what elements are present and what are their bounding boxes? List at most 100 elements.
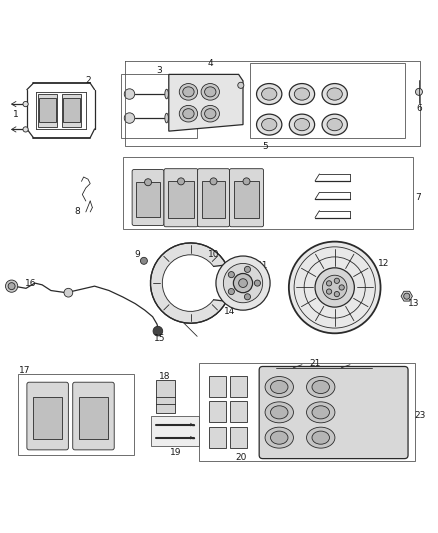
Text: 15: 15 (154, 334, 166, 343)
Ellipse shape (179, 84, 198, 100)
Ellipse shape (261, 88, 277, 100)
Ellipse shape (257, 84, 282, 104)
Ellipse shape (307, 402, 335, 423)
Text: 8: 8 (74, 207, 80, 216)
FancyBboxPatch shape (27, 382, 68, 450)
Ellipse shape (289, 114, 314, 135)
Circle shape (322, 275, 347, 300)
Ellipse shape (165, 89, 168, 99)
Bar (79, 398, 108, 439)
Bar (234, 181, 259, 219)
Text: 6: 6 (416, 104, 422, 113)
Circle shape (23, 101, 28, 107)
Text: 9: 9 (134, 250, 140, 259)
Ellipse shape (307, 376, 335, 398)
Ellipse shape (176, 113, 180, 123)
Text: 13: 13 (407, 299, 419, 308)
Polygon shape (151, 243, 226, 323)
Bar (199, 362, 416, 461)
Circle shape (228, 272, 234, 278)
Ellipse shape (322, 84, 347, 104)
Circle shape (23, 127, 28, 132)
FancyBboxPatch shape (230, 169, 264, 227)
Circle shape (244, 294, 251, 300)
Ellipse shape (271, 381, 288, 393)
Ellipse shape (265, 402, 293, 423)
FancyBboxPatch shape (73, 382, 114, 450)
Bar (123, 157, 413, 229)
Circle shape (141, 257, 148, 264)
FancyBboxPatch shape (164, 169, 198, 227)
Circle shape (334, 292, 339, 297)
Text: 23: 23 (414, 411, 426, 421)
Bar (209, 401, 226, 422)
Bar (230, 401, 247, 422)
Bar (62, 94, 81, 127)
Bar (137, 182, 159, 217)
Circle shape (326, 289, 332, 294)
Circle shape (238, 82, 244, 88)
Circle shape (223, 263, 263, 303)
Ellipse shape (271, 431, 288, 444)
Text: 1: 1 (13, 110, 19, 119)
Ellipse shape (327, 88, 343, 100)
Bar (63, 99, 80, 123)
Polygon shape (169, 75, 243, 131)
Circle shape (145, 179, 152, 185)
Text: 5: 5 (262, 142, 268, 151)
Circle shape (239, 279, 247, 287)
Ellipse shape (183, 87, 194, 97)
Circle shape (64, 288, 73, 297)
Ellipse shape (271, 406, 288, 419)
Text: 16: 16 (25, 279, 36, 288)
Bar (168, 181, 194, 219)
Circle shape (6, 280, 18, 292)
Bar (250, 63, 405, 138)
Circle shape (289, 241, 381, 333)
Bar (121, 75, 197, 138)
Ellipse shape (170, 113, 174, 123)
Ellipse shape (205, 109, 216, 119)
Circle shape (177, 178, 184, 185)
Text: 2: 2 (85, 76, 91, 85)
Bar (202, 181, 225, 219)
Ellipse shape (201, 106, 219, 122)
Circle shape (210, 178, 217, 185)
Ellipse shape (265, 427, 293, 448)
Text: 19: 19 (170, 448, 181, 457)
Circle shape (243, 178, 250, 185)
Text: 12: 12 (378, 259, 390, 268)
Circle shape (334, 278, 339, 284)
Ellipse shape (307, 427, 335, 448)
Circle shape (189, 114, 197, 122)
Circle shape (233, 273, 253, 293)
Bar (209, 376, 226, 397)
Ellipse shape (165, 113, 168, 123)
Circle shape (416, 88, 423, 95)
Ellipse shape (322, 114, 347, 135)
Circle shape (153, 326, 162, 336)
Ellipse shape (312, 381, 329, 393)
Text: 18: 18 (159, 372, 170, 381)
Text: 10: 10 (208, 250, 219, 259)
Ellipse shape (183, 109, 194, 119)
Circle shape (124, 113, 135, 123)
Ellipse shape (265, 376, 293, 398)
Ellipse shape (289, 84, 314, 104)
Bar (230, 427, 247, 448)
Circle shape (216, 256, 270, 310)
Ellipse shape (294, 118, 310, 131)
Circle shape (404, 293, 410, 299)
Circle shape (326, 281, 332, 286)
Bar (151, 416, 199, 446)
FancyBboxPatch shape (259, 367, 408, 458)
Bar (39, 99, 56, 123)
Ellipse shape (312, 406, 329, 419)
Circle shape (244, 266, 251, 272)
Ellipse shape (182, 89, 185, 99)
Circle shape (228, 288, 234, 295)
Ellipse shape (327, 118, 343, 131)
Bar (33, 398, 62, 439)
Bar (38, 94, 57, 127)
Ellipse shape (257, 114, 282, 135)
